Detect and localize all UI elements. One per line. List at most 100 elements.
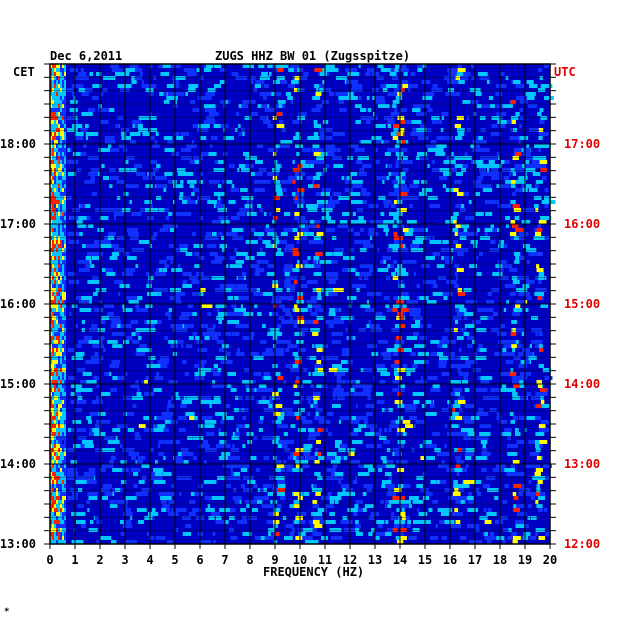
heatmap-cell (50, 440, 52, 444)
heatmap-cell (170, 260, 173, 264)
heatmap-cell (380, 84, 387, 88)
heatmap-cell (209, 144, 213, 148)
heatmap-cell (320, 132, 326, 136)
heatmap-cell (103, 176, 110, 180)
heatmap-cell (312, 516, 323, 520)
heatmap-cell (62, 136, 64, 140)
heatmap-cell (400, 532, 404, 536)
heatmap-cell (250, 228, 256, 232)
heatmap-cell (121, 272, 134, 276)
heatmap-cell (465, 448, 476, 452)
heatmap-cell (58, 360, 60, 364)
heatmap-cell (52, 352, 54, 356)
heatmap-cell (354, 240, 357, 244)
heatmap-cell (125, 520, 132, 524)
heatmap-cell (54, 256, 56, 260)
heatmap-cell (181, 516, 192, 520)
heatmap-cell (410, 352, 416, 356)
heatmap-cell (64, 224, 66, 228)
heatmap-cell (58, 376, 60, 380)
heatmap-cell (253, 188, 257, 192)
heatmap-cell (527, 152, 531, 156)
heatmap-cell (54, 200, 56, 204)
heatmap-cell (273, 512, 279, 516)
heatmap-cell (56, 100, 58, 104)
heatmap-cell (54, 236, 56, 240)
heatmap-cell (312, 96, 321, 100)
heatmap-cell (274, 372, 281, 376)
heatmap-cell (418, 136, 429, 140)
heatmap-cell (85, 136, 89, 140)
heatmap-cell (67, 496, 78, 500)
heatmap-cell (58, 460, 60, 464)
heatmap-cell (224, 508, 229, 512)
heatmap-cell (50, 224, 52, 228)
heatmap-cell (64, 272, 66, 276)
heatmap-cell (210, 332, 221, 336)
heatmap-cell (486, 432, 491, 436)
heatmap-cell (52, 316, 54, 320)
heatmap-cell (276, 464, 285, 468)
heatmap-cell (317, 456, 326, 460)
heatmap-cell (466, 524, 471, 528)
heatmap-cell (296, 416, 300, 420)
heatmap-cell (396, 220, 402, 224)
heatmap-cell (216, 368, 222, 372)
heatmap-cell (375, 312, 383, 316)
heatmap-cell (488, 104, 496, 108)
heatmap-cell (383, 220, 395, 224)
heatmap-cell (204, 236, 213, 240)
heatmap-cell (381, 480, 392, 484)
heatmap-cell (457, 400, 466, 404)
heatmap-cell (386, 348, 398, 352)
heatmap-cell (62, 400, 64, 404)
heatmap-cell (60, 176, 62, 180)
heatmap-cell (62, 344, 64, 348)
heatmap-cell (513, 312, 521, 316)
heatmap-cell (455, 520, 461, 524)
heatmap-cell (62, 204, 64, 208)
heatmap-cell (67, 272, 76, 276)
heatmap-cell (537, 112, 542, 116)
heatmap-cell (58, 76, 60, 80)
heatmap-cell (78, 72, 87, 76)
heatmap-cell (540, 400, 545, 404)
heatmap-cell (181, 452, 194, 456)
heatmap-cell (370, 528, 375, 532)
heatmap-cell (535, 432, 545, 436)
heatmap-cell (194, 376, 205, 380)
heatmap-cell (525, 164, 537, 168)
heatmap-cell (50, 276, 52, 280)
heatmap-cell (167, 180, 172, 184)
heatmap-cell (478, 164, 490, 168)
heatmap-cell (58, 180, 60, 184)
heatmap-cell (167, 140, 174, 144)
heatmap-cell (83, 144, 87, 148)
heatmap-cell (132, 340, 140, 344)
heatmap-cell (149, 324, 155, 328)
heatmap-cell (430, 480, 442, 484)
heatmap-cell (200, 136, 207, 140)
heatmap-cell (58, 200, 60, 204)
heatmap-cell (540, 168, 548, 172)
heatmap-cell (506, 300, 510, 304)
heatmap-cell (174, 528, 179, 532)
heatmap-cell (171, 508, 174, 512)
heatmap-cell (489, 532, 495, 536)
heatmap-cell (264, 536, 274, 540)
heatmap-cell (424, 444, 428, 448)
heatmap-cell (56, 260, 58, 264)
heatmap-cell (515, 432, 521, 436)
heatmap-cell (402, 272, 406, 276)
heatmap-cell (401, 292, 409, 296)
heatmap-cell (536, 228, 543, 232)
heatmap-cell (200, 368, 203, 372)
heatmap-cell (50, 204, 52, 208)
heatmap-cell (475, 456, 487, 460)
heatmap-cell (365, 404, 375, 408)
heatmap-cell (232, 444, 235, 448)
heatmap-cell (200, 400, 212, 404)
heatmap-cell (58, 264, 60, 268)
heatmap-cell (511, 320, 518, 324)
heatmap-cell (58, 348, 60, 352)
